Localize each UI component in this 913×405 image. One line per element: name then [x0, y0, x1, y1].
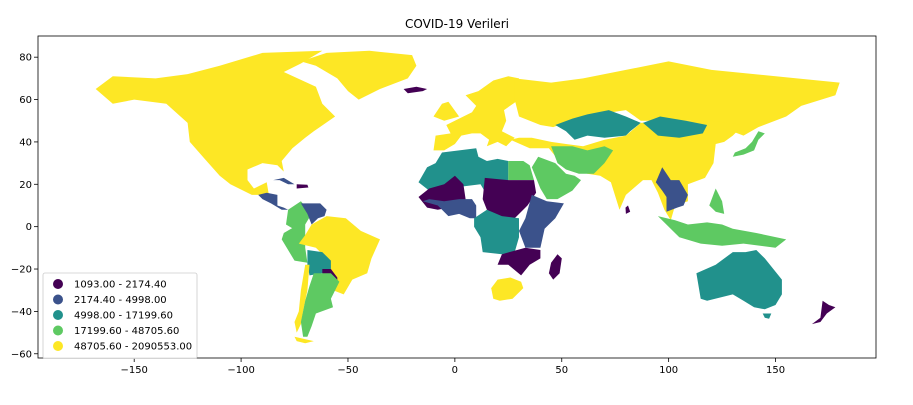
x-tick-label: −50	[337, 365, 358, 376]
legend-marker	[53, 341, 63, 351]
region-philippines	[709, 188, 725, 214]
y-tick-label: 20	[19, 180, 32, 191]
x-tick-label: 100	[659, 365, 678, 376]
region-north-america	[95, 50, 336, 195]
region-australia	[696, 250, 782, 310]
legend-marker	[53, 325, 63, 336]
legend-box	[42, 272, 198, 359]
region-sudan-chad	[482, 177, 537, 219]
y-tick-label: 60	[19, 95, 32, 106]
region-russia-central-asia	[514, 61, 840, 136]
y-tick-label: −20	[11, 265, 32, 276]
region-iran-afghanistan	[551, 146, 614, 174]
region-tasmania	[762, 313, 772, 319]
y-tick-label: −40	[11, 307, 32, 318]
region-brazil	[298, 216, 380, 295]
region-sri-lanka	[625, 205, 631, 214]
x-tick-label: 150	[766, 365, 785, 376]
region-japan	[732, 131, 765, 157]
region-indonesia-png	[657, 216, 787, 248]
region-iceland	[403, 86, 428, 94]
y-axis-ticks: 80 60 40 20 0 −20 −40 −60	[11, 53, 38, 360]
region-southern-africa	[497, 247, 541, 276]
region-cuba	[273, 177, 295, 185]
region-venezuela	[300, 203, 327, 225]
plot-frame	[37, 35, 877, 359]
y-tick-label: 80	[19, 53, 32, 64]
y-tick-label: 40	[19, 137, 32, 148]
region-haiti-dominican	[296, 184, 309, 189]
region-west-africa	[422, 199, 477, 219]
region-south-africa	[491, 277, 524, 301]
region-horn-east-africa	[519, 194, 564, 248]
legend: 1093.00 - 2174.40 2174.40 - 4998.00 4998.0…	[42, 272, 198, 359]
region-central-america	[258, 192, 289, 210]
x-axis-ticks: −150 −100 −50 0 50 100 150	[120, 358, 785, 376]
region-new-zealand	[811, 300, 836, 325]
region-tierra-del-fuego	[294, 336, 314, 344]
legend-label: 17199.60 - 48705.60	[74, 326, 179, 337]
legend-label: 1093.00 - 2174.40	[74, 280, 167, 291]
x-tick-label: 50	[555, 365, 568, 376]
legend-marker	[53, 310, 63, 320]
region-europe	[433, 76, 519, 151]
region-southeast-asia	[655, 167, 688, 212]
country-regions	[95, 50, 840, 344]
region-ecuador-peru	[281, 226, 308, 263]
x-tick-label: −150	[120, 365, 147, 376]
region-egypt	[508, 161, 534, 181]
region-arabia	[531, 156, 581, 200]
y-tick-label: 0	[26, 222, 32, 233]
legend-marker	[53, 294, 63, 305]
region-chile	[294, 264, 310, 333]
legend-label: 2174.40 - 4998.00	[74, 295, 167, 306]
legend-label: 4998.00 - 17199.60	[74, 311, 173, 322]
legend-marker	[53, 279, 63, 289]
region-uk-ireland	[433, 101, 460, 121]
region-mongolia	[643, 116, 708, 138]
region-madagascar	[548, 254, 562, 280]
x-tick-label: 0	[452, 365, 458, 376]
region-kazakhstan	[555, 110, 641, 140]
region-greenland	[300, 50, 417, 100]
x-tick-label: −100	[227, 365, 254, 376]
region-central-africa	[474, 209, 519, 255]
chart-title: COVID-19 Verileri	[405, 17, 509, 31]
region-argentina	[300, 273, 340, 337]
legend-label: 48705.60 - 2090553.00	[74, 342, 192, 353]
y-tick-label: −60	[11, 349, 32, 360]
